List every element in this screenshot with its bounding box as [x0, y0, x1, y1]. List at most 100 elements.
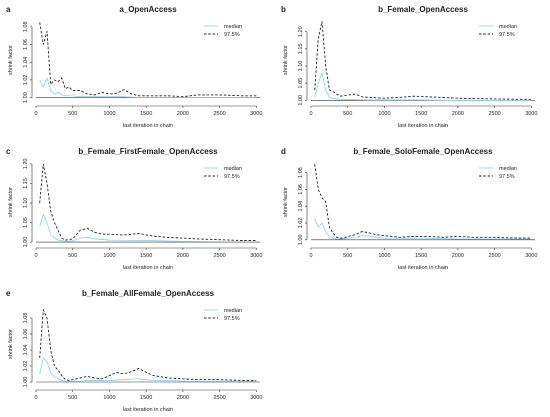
- chart-title: b_Female_OpenAccess: [378, 5, 468, 14]
- y-tick-label: 1.10: [23, 198, 29, 209]
- chart-title: b_Female_SoloFemale_OpenAccess: [353, 147, 493, 156]
- x-tick-label: 0: [309, 111, 312, 117]
- y-tick-label: 1.02: [23, 361, 29, 372]
- chart-panel-d: d b_Female_SoloFemale_OpenAccess 1.00 1.02 1…: [281, 147, 537, 271]
- legend-entry: 97.5%: [224, 174, 240, 180]
- x-tick-label: 500: [68, 253, 77, 259]
- x-tick-label: 1500: [415, 253, 427, 259]
- legend-entry: 97.5%: [499, 174, 515, 180]
- x-tick-label: 2500: [213, 395, 225, 401]
- x-tick-label: 2000: [177, 395, 189, 401]
- x-tick-label: 1500: [140, 111, 152, 117]
- x-axis-label: last iteration in chain: [123, 123, 173, 129]
- series-line-median: [314, 218, 532, 240]
- y-tick-label: 1.00: [298, 95, 304, 106]
- y-tick-label: 1.15: [23, 178, 29, 189]
- chart-title: a_OpenAccess: [119, 5, 177, 14]
- x-tick-label: 500: [68, 395, 77, 401]
- legend-entry: 97.5%: [499, 32, 515, 38]
- x-tick-label: 0: [34, 395, 37, 401]
- panel-label: a: [6, 5, 11, 14]
- y-tick-label: 1.06: [298, 184, 304, 195]
- y-tick-label: 1.02: [23, 75, 29, 86]
- x-tick-label: 500: [343, 111, 352, 117]
- legend-entry: median: [224, 166, 242, 172]
- series-line-q975: [39, 22, 257, 98]
- x-tick-label: 1500: [415, 111, 427, 117]
- legend-entry: 97.5%: [224, 32, 240, 38]
- y-tick-label: 1.00: [23, 92, 29, 103]
- x-tick-label: 0: [34, 111, 37, 117]
- x-tick-label: 1000: [103, 395, 115, 401]
- panel-label: e: [6, 289, 11, 298]
- x-tick-label: 3000: [250, 111, 262, 117]
- x-tick-label: 2000: [452, 111, 464, 117]
- y-tick-label: 1.05: [298, 78, 304, 89]
- chart-title: b_Female_FirstFemale_OpenAccess: [78, 147, 218, 156]
- panel-label: b: [281, 5, 286, 14]
- x-tick-label: 2500: [213, 253, 225, 259]
- x-tick-label: 2000: [177, 111, 189, 117]
- x-tick-label: 2000: [452, 253, 464, 259]
- panel-label: d: [281, 147, 286, 156]
- x-tick-label: 1000: [378, 111, 390, 117]
- y-tick-label: 1.05: [23, 217, 29, 228]
- x-tick-label: 3000: [250, 253, 262, 259]
- legend-entry: median: [224, 308, 242, 314]
- legend-entry: median: [499, 166, 517, 172]
- x-tick-label: 1500: [140, 395, 152, 401]
- x-tick-label: 2500: [488, 253, 500, 259]
- y-tick-label: 1.00: [23, 377, 29, 388]
- y-tick-label: 1.08: [23, 313, 29, 324]
- legend-entry: median: [499, 24, 517, 30]
- y-tick-label: 1.10: [298, 61, 304, 72]
- x-tick-label: 3000: [525, 253, 537, 259]
- panel-label: c: [6, 147, 11, 156]
- y-tick-label: 1.20: [298, 26, 304, 37]
- series-line-q975: [39, 163, 257, 241]
- x-axis-label: last iteration in chain: [123, 407, 173, 413]
- chart-title: b_Female_AllFemale_OpenAccess: [82, 289, 215, 298]
- x-tick-label: 0: [34, 253, 37, 259]
- y-tick-label: 1.15: [298, 43, 304, 54]
- y-tick-label: 1.20: [23, 159, 29, 170]
- series-line-q975: [314, 164, 532, 239]
- x-tick-label: 500: [68, 111, 77, 117]
- x-tick-label: 1000: [103, 253, 115, 259]
- x-tick-label: 500: [343, 253, 352, 259]
- y-tick-label: 1.00: [298, 234, 304, 245]
- y-tick-label: 1.06: [23, 39, 29, 50]
- x-axis-label: last iteration in chain: [398, 265, 448, 271]
- x-tick-label: 1500: [140, 253, 152, 259]
- chart-panel-a: a a_OpenAccess 1.00 1.02 1.04 1.06 1.08 0 500 100…: [6, 5, 262, 129]
- y-tick-label: 1.04: [23, 345, 29, 356]
- y-axis-label: shrink factor: [283, 45, 289, 75]
- legend-entry: 97.5%: [224, 316, 240, 322]
- y-tick-label: 1.00: [23, 237, 29, 248]
- x-tick-label: 3000: [525, 111, 537, 117]
- x-tick-label: 2000: [177, 253, 189, 259]
- y-tick-label: 1.04: [23, 57, 29, 68]
- y-axis-label: shrink factor: [8, 45, 14, 75]
- y-tick-label: 1.02: [298, 218, 304, 229]
- y-tick-label: 1.06: [23, 329, 29, 340]
- chart-panel-b: b b_Female_OpenAccess 1.00 1.05 1.10 1.15 1.20…: [281, 5, 537, 129]
- series-line-median: [39, 213, 257, 243]
- x-tick-label: 1000: [378, 253, 390, 259]
- x-tick-label: 3000: [250, 395, 262, 401]
- x-tick-label: 0: [309, 253, 312, 259]
- x-tick-label: 2500: [488, 111, 500, 117]
- y-axis-label: shrink factor: [8, 187, 14, 217]
- x-axis-label: last iteration in chain: [123, 265, 173, 271]
- series-line-q975: [314, 21, 532, 100]
- y-axis-label: shrink factor: [8, 329, 14, 359]
- y-tick-label: 1.08: [23, 21, 29, 32]
- series-line-median: [39, 77, 257, 98]
- y-tick-label: 1.08: [298, 167, 304, 178]
- x-axis-label: last iteration in chain: [398, 123, 448, 129]
- chart-panel-c: c b_Female_FirstFemale_OpenAccess 1.00 1.05…: [6, 147, 262, 271]
- x-tick-label: 2500: [213, 111, 225, 117]
- x-tick-label: 1000: [103, 111, 115, 117]
- series-line-q975: [39, 308, 257, 381]
